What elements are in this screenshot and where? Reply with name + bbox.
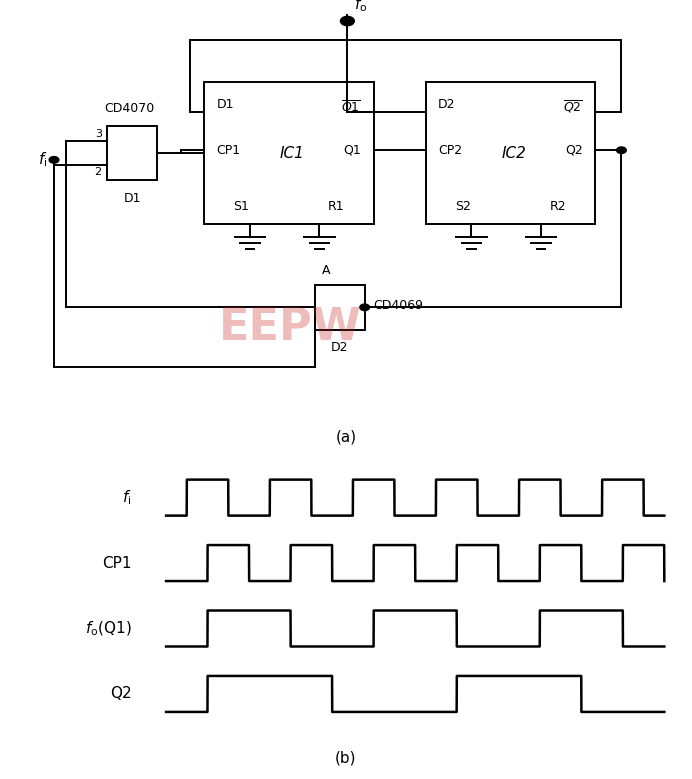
Text: $\overline{Q2}$: $\overline{Q2}$ — [563, 98, 583, 115]
Text: CP1: CP1 — [102, 555, 131, 570]
Text: $f_{\mathrm{i}}$: $f_{\mathrm{i}}$ — [122, 488, 131, 507]
Text: R1: R1 — [328, 199, 345, 213]
Text: IC1: IC1 — [280, 146, 304, 160]
Text: IC2: IC2 — [501, 146, 526, 160]
Bar — [107, 126, 157, 180]
Text: A: A — [322, 264, 330, 277]
Text: CD4070: CD4070 — [104, 101, 154, 115]
Circle shape — [360, 304, 370, 311]
Text: Q1: Q1 — [343, 143, 361, 157]
Circle shape — [340, 16, 354, 26]
Text: $f_{\mathrm{i}}$: $f_{\mathrm{i}}$ — [37, 150, 47, 169]
Text: Q2: Q2 — [110, 686, 131, 701]
Text: S1: S1 — [233, 199, 249, 213]
Text: D2: D2 — [331, 341, 349, 354]
Text: (b): (b) — [335, 751, 357, 766]
Text: S2: S2 — [455, 199, 471, 213]
Text: CP1: CP1 — [217, 143, 241, 157]
Bar — [426, 82, 595, 224]
Text: $f_{\mathrm{o}}$: $f_{\mathrm{o}}$ — [354, 0, 367, 14]
Text: (a): (a) — [336, 429, 356, 444]
Text: $\overline{Q1}$: $\overline{Q1}$ — [341, 98, 361, 115]
Text: CP2: CP2 — [438, 143, 462, 157]
Text: R2: R2 — [549, 199, 566, 213]
Text: EEPW: EEPW — [219, 305, 362, 349]
Text: CD4069: CD4069 — [373, 298, 423, 312]
Text: D2: D2 — [438, 98, 455, 111]
Bar — [204, 82, 374, 224]
Text: D1: D1 — [217, 98, 234, 111]
Text: $f_{\mathrm{o}}$(Q1): $f_{\mathrm{o}}$(Q1) — [85, 619, 131, 638]
Text: D1: D1 — [123, 192, 141, 205]
Text: 2: 2 — [95, 167, 102, 178]
Circle shape — [49, 157, 59, 163]
Text: 3: 3 — [95, 129, 102, 139]
Bar — [315, 285, 365, 330]
Text: Q2: Q2 — [565, 143, 583, 157]
Circle shape — [617, 147, 626, 153]
